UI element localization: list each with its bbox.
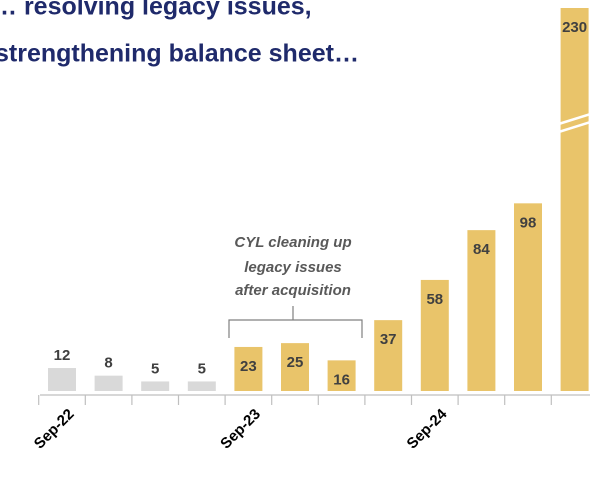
x-tick-label: Sep-23: [217, 406, 264, 453]
bar: [141, 381, 170, 391]
value-label: 98: [520, 214, 537, 231]
bar: [48, 368, 76, 391]
annotation: legacy issues: [244, 259, 342, 276]
bar: [514, 203, 542, 391]
value-label: 12: [54, 347, 71, 364]
annotation: after acquisition: [235, 282, 351, 299]
bar: [281, 343, 309, 391]
bar: [467, 230, 496, 391]
chart-title: … resolving legacy issues,: [0, 0, 312, 21]
bar: [234, 346, 263, 391]
bar: [327, 360, 356, 391]
value-label: 5: [198, 360, 206, 377]
value-label: 8: [104, 355, 112, 372]
value-label: 84: [473, 241, 490, 258]
axis-break: [558, 112, 590, 126]
value-label: 16: [333, 371, 350, 388]
bracket: [228, 306, 363, 338]
bar: [94, 375, 123, 391]
x-tick-label: Sep-24: [404, 405, 451, 452]
bar: [420, 279, 449, 391]
value-label: 37: [380, 331, 397, 348]
value-label: 5: [151, 360, 159, 377]
value-label: 25: [287, 354, 304, 371]
x-tick-label: Sep-22: [31, 406, 78, 453]
axis-break: [558, 120, 590, 134]
value-label: 230: [562, 19, 587, 36]
bar: [560, 8, 589, 391]
bar: [187, 381, 216, 391]
chart-title: strengthening balance sheet…: [0, 40, 359, 68]
value-label: 23: [240, 358, 257, 375]
bar: [374, 320, 403, 391]
annotation: CYL cleaning up: [234, 234, 351, 251]
value-label: 58: [426, 291, 443, 308]
